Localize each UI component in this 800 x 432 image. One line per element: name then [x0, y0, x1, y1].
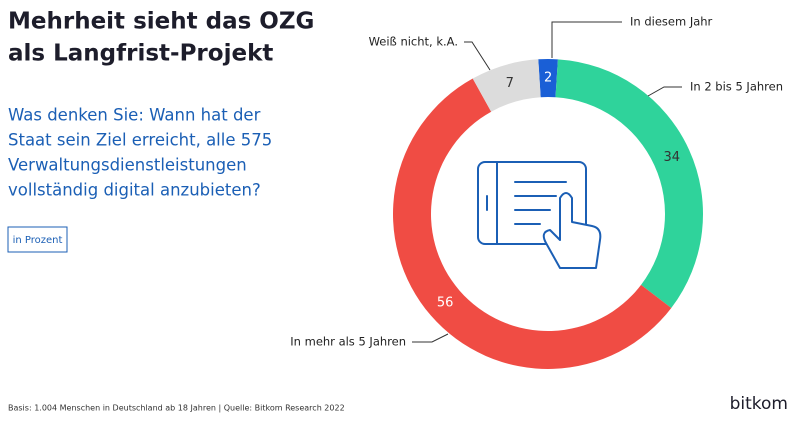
- category-label: In 2 bis 5 Jahren: [690, 80, 783, 94]
- leader-line: [647, 86, 682, 97]
- value-label: 34: [663, 150, 680, 165]
- value-label: 7: [506, 76, 514, 91]
- subtitle-line: Verwaltungsdienstleistungen: [8, 156, 247, 175]
- brand-logo: bitkom: [730, 394, 788, 414]
- donut-segment: [392, 78, 672, 370]
- unit-badge: [7, 226, 68, 253]
- center-icon: [477, 161, 602, 269]
- chart-title-line: Mehrheit sieht das OZG: [8, 9, 314, 35]
- donut-segment: [555, 59, 703, 308]
- value-label: 56: [437, 295, 454, 310]
- subtitle-line: Was denken Sie: Wann hat der: [8, 106, 261, 125]
- donut-segment: [538, 59, 558, 98]
- subtitle-line: vollständig digital anzubieten?: [8, 181, 261, 200]
- leader-line: [464, 41, 491, 71]
- category-label: In diesem Jahr: [630, 15, 713, 29]
- leader-line: [412, 333, 449, 343]
- category-label: In mehr als 5 Jahren: [290, 335, 406, 349]
- value-label: 2: [544, 71, 552, 86]
- leader-line: [551, 21, 622, 58]
- chart-title-line: als Langfrist-Projekt: [8, 41, 273, 67]
- subtitle-line: Staat sein Ziel erreicht, alle 575: [8, 131, 272, 150]
- category-label: Weiß nicht, k.A.: [369, 35, 458, 49]
- unit-label: in Prozent: [13, 235, 63, 246]
- donut-segment: [472, 59, 541, 112]
- source: Basis: 1.004 Menschen in Deutschland ab …: [8, 404, 345, 413]
